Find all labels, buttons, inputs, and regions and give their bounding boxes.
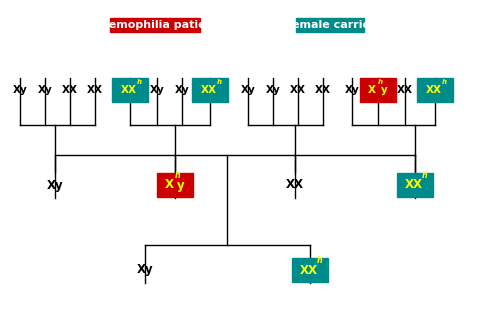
Text: h: h: [442, 79, 447, 85]
Text: Xy: Xy: [12, 85, 28, 95]
Text: Haemophilia patient: Haemophilia patient: [92, 20, 218, 30]
Text: y: y: [177, 179, 185, 192]
FancyBboxPatch shape: [192, 78, 228, 102]
Text: h: h: [175, 171, 181, 180]
FancyBboxPatch shape: [417, 78, 453, 102]
Text: h: h: [422, 171, 428, 180]
Text: XX: XX: [201, 85, 217, 95]
Text: Xy: Xy: [266, 85, 280, 95]
Text: XX: XX: [300, 263, 318, 276]
FancyBboxPatch shape: [112, 78, 148, 102]
Text: XX: XX: [87, 85, 103, 95]
Text: Xy: Xy: [38, 85, 52, 95]
Text: h: h: [217, 79, 222, 85]
Text: Xy: Xy: [344, 85, 360, 95]
Text: X: X: [368, 85, 376, 95]
FancyBboxPatch shape: [397, 173, 433, 197]
FancyBboxPatch shape: [110, 18, 200, 32]
Text: XX: XX: [290, 85, 306, 95]
FancyBboxPatch shape: [157, 173, 193, 197]
Text: h: h: [378, 79, 383, 85]
Text: XX: XX: [426, 85, 442, 95]
Text: Xy: Xy: [240, 85, 256, 95]
Text: y: y: [380, 85, 388, 95]
Text: XX: XX: [405, 179, 423, 192]
Text: XX: XX: [62, 85, 78, 95]
Text: Xy: Xy: [150, 85, 164, 95]
FancyBboxPatch shape: [292, 258, 328, 282]
Text: XX: XX: [286, 179, 304, 192]
Text: h: h: [137, 79, 142, 85]
Text: Xy: Xy: [174, 85, 190, 95]
Text: Female carrier: Female carrier: [285, 20, 375, 30]
Text: XX: XX: [121, 85, 137, 95]
FancyBboxPatch shape: [360, 78, 396, 102]
FancyBboxPatch shape: [296, 18, 364, 32]
Text: XX: XX: [315, 85, 331, 95]
Text: Xy: Xy: [136, 263, 154, 276]
Text: h: h: [317, 256, 323, 265]
Text: XX: XX: [397, 85, 413, 95]
Text: Xy: Xy: [46, 179, 64, 192]
Text: X: X: [164, 179, 173, 192]
